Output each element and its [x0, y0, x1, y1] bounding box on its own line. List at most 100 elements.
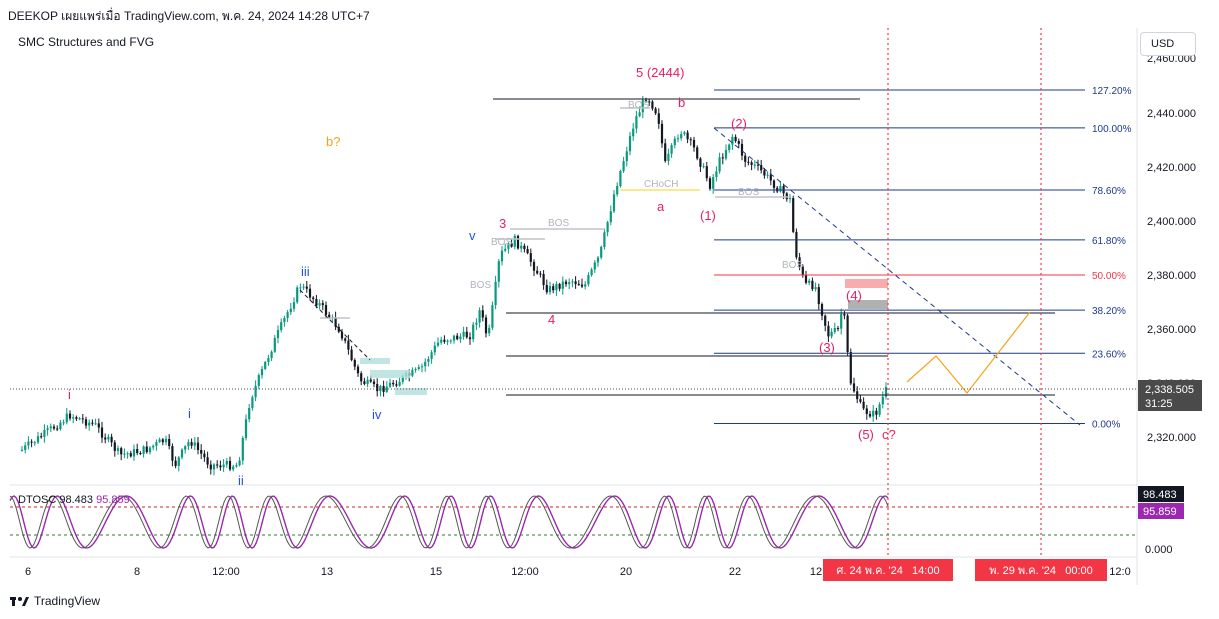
candle-body	[513, 235, 516, 247]
candle-body	[168, 438, 171, 447]
candle-body	[702, 166, 705, 168]
fvg-zone	[395, 388, 427, 395]
candle-body	[158, 439, 161, 442]
candle-body	[174, 460, 177, 466]
candle-body	[369, 379, 372, 382]
candle-body	[744, 155, 747, 162]
candle-body	[625, 151, 628, 162]
candle-body	[129, 453, 132, 457]
candle-body	[20, 449, 24, 451]
indicator-name[interactable]: SMC Structures and FVG	[18, 35, 155, 49]
wave-label: c?	[882, 427, 896, 442]
candle-body	[593, 262, 596, 270]
candle-body	[520, 245, 523, 249]
candle-body	[731, 136, 734, 145]
candle-body	[603, 232, 606, 247]
candle-body	[33, 442, 36, 444]
bos-label: BOS	[738, 187, 759, 198]
candle-body	[379, 385, 382, 392]
candle-body	[267, 358, 270, 362]
candle-body	[120, 448, 123, 455]
wave-label: ii	[238, 473, 244, 488]
wave-label: i	[188, 406, 191, 421]
candle-body	[878, 404, 881, 415]
candle-body	[523, 245, 526, 250]
candle-body	[152, 445, 155, 448]
candle-body	[584, 284, 587, 287]
candle-body	[155, 441, 158, 446]
candle-body	[62, 422, 65, 424]
candle-body	[779, 186, 782, 192]
candle-body	[468, 337, 472, 340]
candle-body	[216, 464, 219, 466]
candle-body	[548, 286, 552, 293]
candle-body	[635, 116, 638, 129]
candle-body	[609, 211, 612, 223]
candle-body	[532, 261, 536, 271]
candle-body	[84, 419, 88, 426]
candle-body	[206, 457, 209, 465]
candle-body	[526, 249, 529, 254]
candle-body	[78, 418, 81, 420]
fib-level-label: 23.60%	[1092, 349, 1126, 360]
candle-body	[577, 284, 580, 286]
candle-body	[616, 185, 619, 195]
osc-value-badge	[1138, 486, 1184, 502]
candle-body	[97, 423, 100, 428]
candle-body	[801, 266, 804, 275]
candle-body	[814, 287, 817, 290]
candle-body	[753, 164, 756, 166]
candle-body	[571, 281, 574, 283]
candle-body	[286, 312, 289, 318]
candle-body	[283, 317, 286, 323]
candle-body	[248, 408, 251, 420]
candle-body	[107, 436, 110, 440]
candle-body	[596, 257, 600, 263]
candle-body	[193, 442, 196, 446]
candle-body	[337, 326, 340, 332]
candle-body	[670, 145, 673, 154]
candle-body	[612, 194, 616, 212]
wave-label: v	[469, 228, 476, 243]
oscillator-main-line	[9, 495, 889, 549]
candle-body	[392, 382, 395, 385]
candle-body	[315, 298, 318, 306]
candle-body	[552, 286, 555, 291]
candle-body	[692, 139, 696, 148]
candle-body	[414, 368, 417, 371]
bos-label: BOS	[470, 280, 491, 291]
candle-body	[715, 171, 718, 178]
candle-body	[49, 426, 52, 429]
candle-body	[52, 426, 56, 429]
candle-body	[574, 281, 577, 285]
candle-body	[382, 385, 385, 392]
candle-body	[459, 336, 462, 340]
candle-body	[308, 288, 312, 298]
candle-body	[721, 157, 724, 159]
x-tick-label: 20	[620, 566, 632, 578]
candle-body	[132, 449, 136, 457]
candle-body	[424, 361, 427, 367]
choch-label: CHoCH	[644, 179, 678, 190]
candle-body	[334, 317, 337, 327]
fib-level-label: 50.00%	[1092, 271, 1126, 282]
candle-body	[865, 408, 868, 414]
candle-body	[772, 180, 776, 188]
oscillator-legend[interactable]: DTOSC 98.483 95.859	[18, 494, 130, 506]
tradingview-logo-icon	[10, 597, 29, 606]
candle-body	[251, 397, 254, 409]
candle-body	[737, 141, 740, 144]
candle-body	[868, 413, 872, 417]
candle-body	[219, 465, 222, 468]
footer-brand[interactable]: TradingView	[10, 594, 100, 608]
candle-body	[884, 387, 888, 397]
candle-body	[766, 174, 769, 176]
candle-body	[763, 170, 766, 176]
candle-body	[641, 100, 644, 113]
candle-body	[385, 386, 388, 392]
osc-value-badge-text: 95.859	[1143, 506, 1177, 518]
candle-body	[289, 308, 292, 313]
currency-button[interactable]: USD	[1140, 32, 1196, 56]
price-badge	[1138, 380, 1202, 411]
